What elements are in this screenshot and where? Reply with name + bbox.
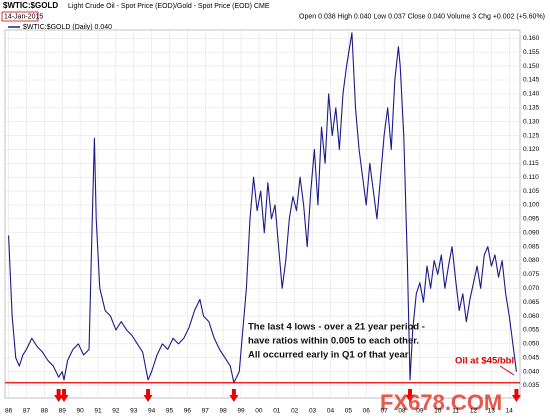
x-tick-label: 88	[41, 408, 49, 415]
x-tick-label: 91	[94, 408, 102, 415]
x-tick-label: 09	[416, 408, 424, 415]
y-tick-label: 0.090	[523, 229, 540, 236]
y-tick-label: 0.075	[523, 271, 540, 278]
x-tick-label: 06	[363, 408, 371, 415]
y-tick-label: 0.060	[523, 313, 540, 320]
y-tick-label: 0.125	[523, 132, 540, 139]
y-tick-label: 0.095	[523, 216, 540, 223]
x-tick-label: 90	[76, 408, 84, 415]
x-tick-label: 87	[23, 408, 31, 415]
x-tick-label: 95	[166, 408, 174, 415]
low-arrow	[229, 389, 239, 402]
oil-note: Oil at $45/bbl	[455, 356, 514, 367]
y-tick-label: 0.065	[523, 299, 540, 306]
y-tick-label: 0.135	[523, 104, 540, 111]
x-tick-label: 98	[220, 408, 228, 415]
annotation-line: The last 4 lows - over a 21 year period …	[248, 322, 425, 333]
y-tick-label: 0.110	[523, 174, 539, 181]
chart-subtitle: Light Crude Oil - Spot Price (EOD)/Gold …	[68, 3, 270, 10]
x-tick-label: 08	[398, 408, 406, 415]
y-tick-label: 0.150	[523, 63, 540, 70]
y-tick-label: 0.050	[523, 341, 540, 348]
oil-pointer	[499, 365, 515, 376]
date: 14-Jan-2015	[4, 13, 43, 20]
y-tick-label: 0.145	[523, 77, 540, 84]
low-arrow	[405, 389, 415, 402]
y-tick-label: 0.040	[523, 368, 540, 375]
low-arrow	[143, 389, 153, 402]
x-tick-label: 00	[255, 408, 263, 415]
marks	[5, 32, 521, 402]
x-tick-label: 92	[112, 408, 120, 415]
y-tick-label: 0.160	[523, 35, 540, 42]
legend-label: $WTIC:$GOLD (Daily) 0.040	[23, 24, 112, 31]
y-tick-label: 0.100	[523, 202, 540, 209]
low-arrow	[511, 389, 521, 402]
x-tick-label: 07	[380, 408, 388, 415]
y-tick-label: 0.140	[523, 91, 540, 98]
grid	[5, 30, 520, 398]
y-tick-label: 0.055	[523, 327, 540, 334]
y-tick-label: 0.035	[523, 382, 540, 389]
price-line	[8, 32, 517, 384]
y-tick-label: 0.115	[523, 160, 539, 167]
annotation-line: have ratios within 0.005 to each other.	[248, 336, 419, 347]
y-tick-label: 0.080	[523, 257, 540, 264]
annotation-line: All occurred early in Q1 of that year	[248, 350, 409, 361]
x-tick-label: 86	[5, 408, 13, 415]
chart-title: $WTIC:$GOLD	[3, 1, 58, 10]
date-box	[1, 11, 39, 22]
x-tick-label: 05	[345, 408, 353, 415]
x-tick-label: 99	[237, 408, 245, 415]
x-tick-label: 94	[148, 408, 156, 415]
x-tick-label: 11	[452, 408, 459, 415]
x-tick-label: 12	[470, 408, 478, 415]
quote: Open 0.038 High 0.040 Low 0.037 Close 0.…	[299, 13, 545, 20]
x-tick-label: 97	[202, 408, 210, 415]
x-tick-label: 14	[506, 408, 514, 415]
low-arrow	[54, 389, 64, 402]
x-tick-label: 04	[327, 408, 335, 415]
x-tick-label: 01	[273, 408, 281, 415]
low-arrow	[59, 389, 69, 402]
x-tick-label: 02	[291, 408, 299, 415]
watermark: FX678.COM	[380, 390, 502, 415]
x-tick-label: 89	[59, 408, 67, 415]
x-tick-label: 10	[434, 408, 442, 415]
y-tick-label: 0.155	[523, 49, 540, 56]
y-tick-label: 0.120	[523, 146, 540, 153]
y-tick-label: 0.130	[523, 118, 540, 125]
x-tick-label: 96	[184, 408, 192, 415]
x-tick-label: 03	[309, 408, 317, 415]
y-tick-label: 0.070	[523, 285, 540, 292]
y-tick-label: 0.085	[523, 243, 540, 250]
x-tick-label: 93	[130, 408, 138, 415]
y-tick-label: 0.105	[523, 188, 540, 195]
y-tick-label: 0.045	[523, 354, 540, 361]
plot-frame	[4, 29, 521, 399]
x-tick-label: 13	[488, 408, 496, 415]
